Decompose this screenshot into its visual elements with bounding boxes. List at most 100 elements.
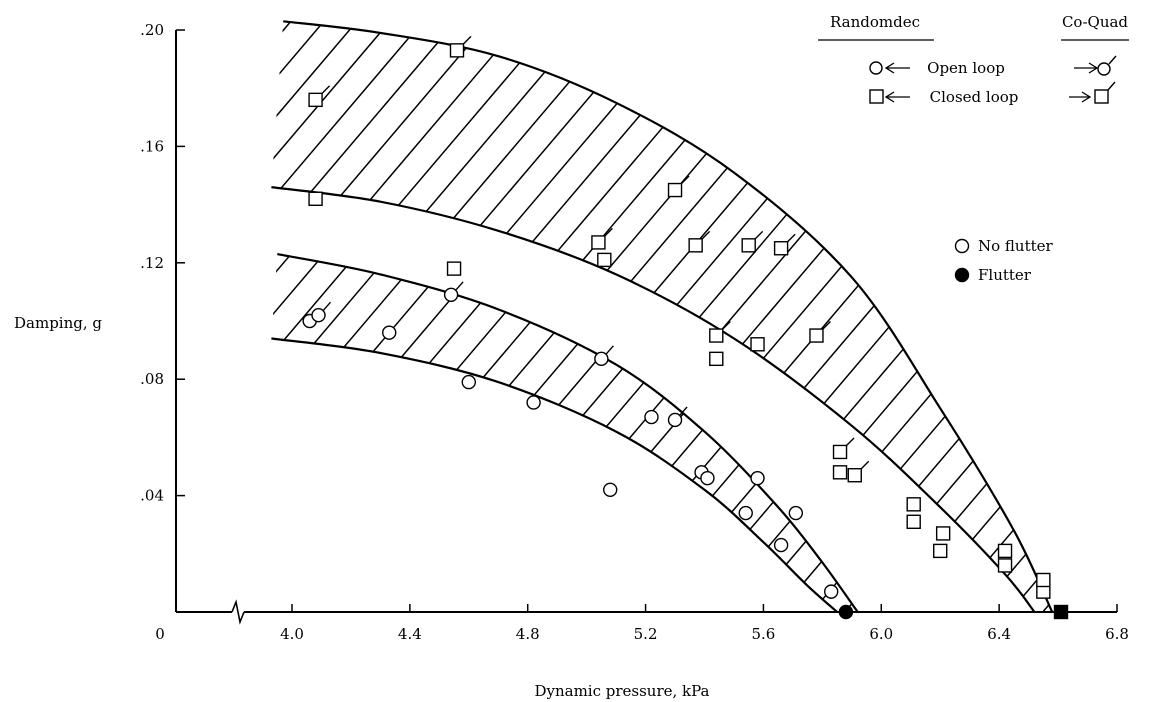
y-tick-label: .16 xyxy=(140,137,164,155)
x-tick-label: 5.6 xyxy=(751,625,775,643)
data-point-flag xyxy=(679,406,688,416)
data-point-flag xyxy=(846,437,855,446)
legend-arrow-left-icon xyxy=(884,62,910,74)
legend-open-loop-label: Open loop xyxy=(927,59,1005,77)
data-point-open-square xyxy=(597,252,612,268)
y-tick-label: .08 xyxy=(140,370,164,388)
legend-open-loop-randomdec-marker xyxy=(869,61,883,75)
band-hatch-line xyxy=(271,254,607,612)
band-hatch-line xyxy=(391,21,937,613)
x-tick-label: 6.4 xyxy=(987,625,1011,643)
data-point-open-square xyxy=(308,191,323,206)
legend-header-randomdec: Randomdec xyxy=(830,13,920,31)
data-point-open-square xyxy=(449,43,465,58)
data-point-open-square xyxy=(591,235,606,250)
legend-flag-icon xyxy=(1108,55,1117,65)
data-point-open-square xyxy=(446,261,462,276)
legend-flag-icon xyxy=(1107,81,1116,91)
data-point-open-circle xyxy=(603,482,618,497)
band-hatch-line xyxy=(271,21,805,613)
band-upper-boundary xyxy=(283,20,1054,613)
band-lower-boundary xyxy=(271,337,838,613)
data-point-flag xyxy=(455,281,464,291)
band-hatch-line xyxy=(1019,0,1155,640)
y-tick-label: .04 xyxy=(140,487,164,505)
legend-method: Randomdec Co-Quad Open loop Closed loop xyxy=(818,13,1129,106)
band-hatch-line xyxy=(271,21,508,613)
data-point-open-square xyxy=(773,241,789,256)
band-hatch-line xyxy=(886,21,1053,613)
data-point-open-square xyxy=(709,351,724,367)
data-point-flag xyxy=(321,85,331,94)
data-point-open-circle xyxy=(461,374,476,390)
data-point-open-square xyxy=(308,92,323,108)
data-point-open-circle xyxy=(667,412,683,428)
band-hatch-line xyxy=(1118,0,1155,640)
x-tick-label: 4.4 xyxy=(398,625,422,643)
band-hatch-line xyxy=(589,21,1053,613)
data-point-open-square xyxy=(906,514,921,529)
legend-arrow-right-icon xyxy=(1069,91,1092,103)
data-point-open-square xyxy=(906,497,921,512)
legend-closed-loop-label: Closed loop xyxy=(930,88,1019,106)
band-hatch-line xyxy=(688,21,1053,613)
legend-no-flutter-marker xyxy=(954,238,970,254)
band-upper-boundary xyxy=(277,253,859,613)
band-hatch-line xyxy=(1151,0,1155,640)
data-point-open-square xyxy=(741,238,756,253)
x-tick-label: 6.0 xyxy=(869,625,893,643)
data-point-open-square xyxy=(847,468,862,483)
data-point-open-square xyxy=(709,328,724,343)
data-point-open-circle xyxy=(773,537,789,553)
data-point-flag xyxy=(822,321,831,330)
data-point-open-circle xyxy=(526,395,541,410)
legend-row-open-loop: Open loop xyxy=(869,55,1117,77)
data-point-flag xyxy=(754,230,764,240)
band-outlines xyxy=(271,20,1054,613)
legend-flutter-marker xyxy=(954,267,970,283)
data-point-flag xyxy=(605,345,614,355)
band-hatch-line xyxy=(271,254,739,612)
band-hatch-line xyxy=(271,21,442,613)
data-point-open-square xyxy=(997,558,1013,573)
legend-row-closed-loop: Closed loop xyxy=(869,81,1116,106)
y-axis: .04 .08 .12 .16 .20 xyxy=(140,21,185,612)
y-tick-label: .12 xyxy=(140,254,164,272)
band-hatch-line xyxy=(688,254,858,612)
data-point-flag xyxy=(722,321,731,330)
data-point-open-circle xyxy=(443,287,459,303)
data-point-flutter-circle xyxy=(838,604,854,620)
data-point-open-circle xyxy=(750,470,765,486)
data-point-open-square xyxy=(935,526,951,541)
band-hatch-line xyxy=(1018,21,1053,613)
legend-closed-loop-randomdec-marker xyxy=(869,89,884,104)
x-origin-label: 0 xyxy=(155,625,165,643)
legend-flutter-label: Flutter xyxy=(978,266,1032,284)
data-point-open-square xyxy=(1036,572,1051,588)
band-hatch-line xyxy=(271,254,706,612)
band-hatch-line xyxy=(271,21,376,613)
legend-arrow-left-icon xyxy=(884,91,910,103)
legend-status: No flutter Flutter xyxy=(954,237,1054,284)
data-point-open-circle xyxy=(311,307,326,323)
legend-arrow-right-icon xyxy=(1074,62,1099,74)
band-hatch-line xyxy=(919,21,1053,613)
x-tick-label: 4.8 xyxy=(516,625,540,643)
band-hatch-line xyxy=(271,254,673,612)
data-point-open-square xyxy=(832,465,848,480)
x-tick-label: 6.8 xyxy=(1105,625,1129,643)
data-point-open-circle xyxy=(594,351,609,367)
data-point-open-circle xyxy=(382,325,397,340)
x-axis-label: Dynamic pressure, kPa xyxy=(534,682,709,700)
data-point-open-square xyxy=(688,238,703,253)
band-hatch-line xyxy=(1151,0,1155,640)
band-hatch-line xyxy=(556,21,1053,613)
x-axis-break-mark xyxy=(231,599,245,625)
y-ticks: .04 .08 .12 .16 .20 xyxy=(140,21,185,505)
band-hatch-line xyxy=(271,21,475,613)
data-point-open-square xyxy=(750,337,765,352)
data-point-open-circle xyxy=(700,470,715,486)
band-hatch-line xyxy=(325,254,858,612)
legend-no-flutter-label: No flutter xyxy=(978,237,1054,255)
